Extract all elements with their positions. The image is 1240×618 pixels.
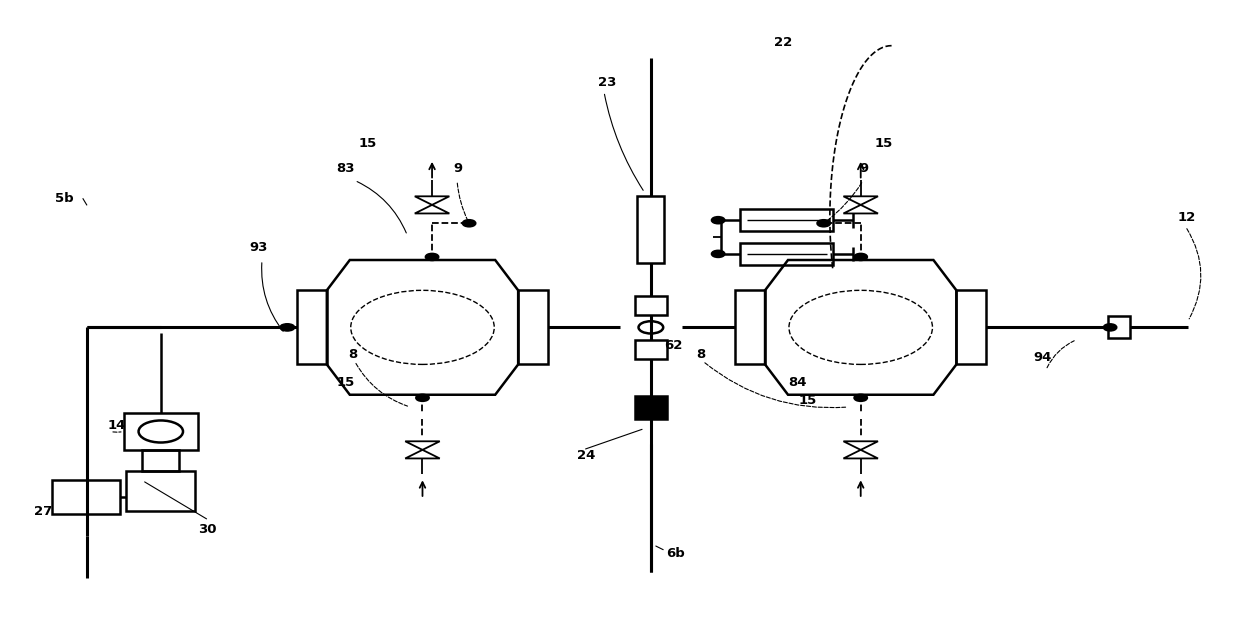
Text: 93: 93 (249, 241, 268, 254)
Bar (637, 196, 665, 263)
Text: 94: 94 (1033, 352, 1052, 365)
Bar (518, 290, 548, 365)
Circle shape (1104, 324, 1116, 331)
Text: 83: 83 (336, 162, 355, 175)
Circle shape (712, 251, 724, 257)
Circle shape (817, 220, 830, 226)
Text: 30: 30 (198, 523, 216, 536)
Text: 6b: 6b (666, 548, 684, 561)
Text: 15: 15 (874, 137, 893, 150)
Polygon shape (843, 441, 878, 450)
Bar (126, 472, 196, 511)
Polygon shape (405, 450, 440, 459)
Polygon shape (414, 205, 449, 213)
Text: 9: 9 (454, 162, 463, 175)
Text: 14: 14 (108, 419, 126, 432)
Circle shape (280, 324, 295, 331)
Text: 15: 15 (799, 394, 817, 407)
Polygon shape (843, 450, 878, 459)
Circle shape (425, 254, 438, 260)
Text: 22: 22 (774, 36, 792, 49)
Circle shape (463, 220, 475, 226)
Bar (956, 290, 986, 365)
Bar (298, 290, 327, 365)
Bar (740, 243, 833, 265)
Text: 15: 15 (336, 376, 355, 389)
Polygon shape (414, 197, 449, 205)
Polygon shape (843, 205, 878, 213)
Text: 84: 84 (787, 376, 806, 389)
Text: 8: 8 (697, 349, 706, 362)
Bar (635, 340, 667, 359)
Text: 8: 8 (348, 349, 357, 362)
Bar (740, 210, 833, 231)
Bar (635, 396, 667, 419)
Text: 24: 24 (577, 449, 595, 462)
Bar (735, 290, 765, 365)
Circle shape (712, 217, 724, 223)
Bar (635, 295, 667, 315)
Text: 23: 23 (598, 76, 616, 89)
Text: 27: 27 (33, 505, 52, 518)
Text: 5b: 5b (55, 192, 73, 205)
Text: 62: 62 (665, 339, 683, 352)
Text: 12: 12 (1178, 211, 1197, 224)
Circle shape (417, 395, 429, 401)
Bar (143, 450, 180, 472)
Polygon shape (405, 441, 440, 450)
Polygon shape (843, 197, 878, 205)
Bar (52, 480, 120, 514)
Circle shape (854, 395, 867, 401)
Bar (1107, 316, 1130, 339)
Circle shape (854, 254, 867, 260)
Bar (124, 413, 198, 450)
Text: 9: 9 (859, 162, 868, 175)
Text: 15: 15 (358, 137, 377, 150)
